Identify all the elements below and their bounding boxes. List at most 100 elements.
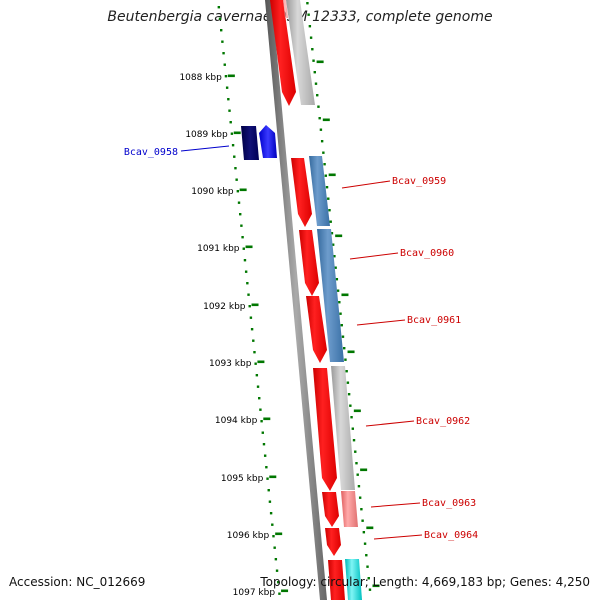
gene-label[interactable]: Bcav_0962 [416,416,470,427]
ruler-dot [227,98,230,101]
track-tick [316,60,324,64]
ruler-label: 1092 kbp [203,302,246,312]
ruler-dot [234,167,237,170]
ruler-dot [228,109,231,112]
track-dot [306,2,309,5]
ruler-dot [243,259,247,262]
gene-features [241,0,362,600]
cds-top-pink [283,0,288,18]
track-dot [347,393,351,396]
ruler-dot [255,374,259,377]
track-dot [338,301,341,304]
track-dot [368,588,372,591]
ruler-dot [269,512,273,515]
accession-text: Accession: NC_012669 [9,575,146,589]
ruler-dot [249,316,253,319]
track-dot [329,220,332,223]
gene-bcav0960-red [299,230,319,296]
ruler-dot [221,40,224,43]
ruler-dot [246,282,249,285]
track-dot [313,71,316,74]
track-dot [365,554,368,557]
track-tick [347,350,355,354]
track-dot [333,255,336,258]
track-dot [355,462,358,465]
track-dot [357,485,361,488]
ruler-tick [281,589,289,593]
track-dot [318,117,321,120]
ruler-dot [229,121,232,124]
gene-bcav0963-red [322,492,339,527]
gene-label[interactable]: Bcav_0959 [392,176,446,187]
gene-label-leader [356,319,406,326]
gene-label[interactable]: Bcav_0958 [124,147,178,158]
ruler-dot [277,581,280,584]
ruler-label: 1090 kbp [191,187,234,197]
track-dot [312,59,315,62]
gene-bcav0964-red [325,528,341,556]
ruler-tick [257,360,265,364]
track-dot [344,358,347,361]
ruler-dot [248,305,251,308]
track-tick [341,293,349,297]
track-dot [319,128,323,131]
cds-bcav0962-grey [331,366,355,490]
gene-label-leader [341,180,391,189]
track-dot [309,36,313,39]
gene-bcav0958-blue [259,125,277,158]
ruler-tick [263,417,271,421]
ruler-dot [256,385,260,388]
gene-label[interactable]: Bcav_0961 [407,315,461,326]
track-dot [349,404,352,407]
ruler-label: 1094 kbp [215,416,258,426]
ruler-dot [271,523,274,526]
ruler-dot [236,190,240,193]
ruler-dot [250,328,254,331]
track-dot [322,151,325,154]
ruler-dot [224,75,228,78]
gene-label[interactable]: Bcav_0960 [400,248,454,259]
ruler-dot [237,201,241,204]
ruler-dot [231,144,235,147]
ruler-dot [265,466,268,469]
ruler [217,6,289,595]
ruler-dot [261,431,264,434]
ruler-dot [247,293,250,296]
ruler-tick [245,245,253,249]
track-dot [339,312,342,315]
track-dot [325,186,329,189]
track-dot [358,496,362,499]
ruler-dot [262,443,266,446]
gene-bcav0962-red [313,368,337,491]
track-dot [346,381,350,384]
ruler-dot [223,63,226,66]
gene-labels: Bcav_0958 Bcav_0959 Bcav_0960 Bcav_0961 Bcav… [124,145,478,541]
track-tick [372,584,380,588]
track-dot [331,243,335,246]
track-dot [335,278,339,281]
genome-backbone [265,0,327,600]
track-dot [311,48,314,51]
track-dot [352,439,356,442]
track-dot [363,542,367,545]
ruler-dot [217,6,221,9]
gene-label[interactable]: Bcav_0964 [424,530,478,541]
gene-bottom-red [328,560,345,600]
ruler-tick [239,188,247,192]
track-dot [367,577,370,580]
ruler-dot [274,558,278,561]
ruler-dot [266,477,269,480]
ruler-label: 1093 kbp [209,359,252,369]
track-dot [314,82,318,85]
ruler-dot [260,420,263,423]
track-dot [360,508,363,511]
ruler-dot [272,535,275,538]
track-dot [317,105,320,108]
ruler-dot [233,155,236,158]
track-dot [343,347,346,350]
gene-label[interactable]: Bcav_0963 [422,498,476,509]
track-dot [356,473,359,476]
track-dot [366,565,369,568]
gene-bcav0959-red [291,158,312,227]
